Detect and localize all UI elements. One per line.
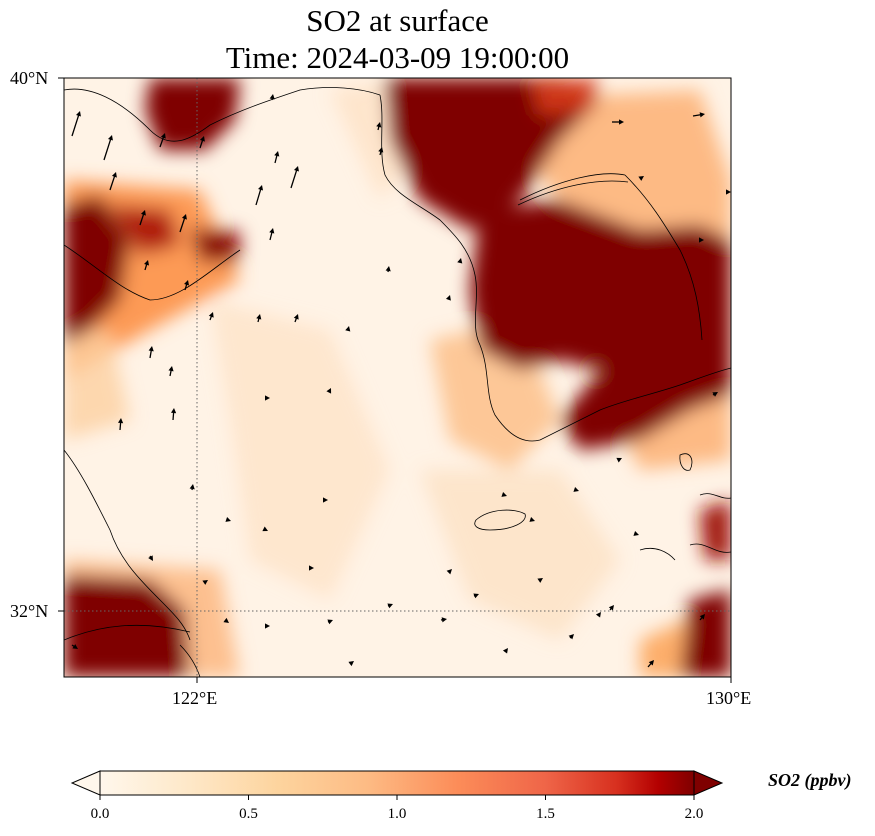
wind-arrow xyxy=(179,216,186,233)
map-title-line-1: SO2 at surface xyxy=(306,3,489,38)
wind-arrow-head xyxy=(265,623,270,629)
wind-arrow-head xyxy=(712,392,718,397)
wind-arrow-head xyxy=(184,280,190,286)
wind-arrow-head xyxy=(376,122,382,128)
wind-arrow-head xyxy=(107,135,113,141)
colorbar-extend-high xyxy=(693,770,724,796)
wind-arrow-head xyxy=(619,119,624,125)
wind-arrow-head xyxy=(262,526,268,532)
lon-tick-label-130: 130°E xyxy=(706,688,752,708)
wind-arrow-head xyxy=(387,603,393,609)
wind-arrow-head xyxy=(608,605,614,611)
wind-arrow-head xyxy=(529,516,535,522)
lat-tick-label-32: 32°N xyxy=(10,601,49,621)
colorbar-tick-label: 1.0 xyxy=(387,806,407,822)
wind-arrow-head xyxy=(72,644,78,649)
wind-arrow-head xyxy=(501,491,507,497)
wind-arrow-head xyxy=(148,346,154,352)
wind-arrow-head xyxy=(148,555,153,561)
wind-arrow-head xyxy=(699,112,705,118)
colorbar-tick-label: 0.5 xyxy=(239,806,258,822)
wind-arrow-head xyxy=(160,133,166,139)
wind-arrow xyxy=(71,113,80,137)
colorbar-label: SO2 (ppbv) xyxy=(768,770,852,790)
wind-arrow-head xyxy=(699,237,704,243)
wind-arrow-head xyxy=(140,210,146,216)
wind-arrow-head xyxy=(595,612,601,618)
wind-arrow-head xyxy=(269,94,275,100)
wind-arrow-head xyxy=(616,457,622,463)
wind-arrow-head xyxy=(293,314,299,320)
wind-arrow-head xyxy=(323,497,328,503)
wind-arrow-head xyxy=(117,418,124,424)
wind-arrow-head xyxy=(223,617,229,623)
wind-arrow-head xyxy=(208,312,214,318)
wind-arrow-head xyxy=(75,111,81,117)
gridlines xyxy=(64,78,731,677)
wind-arrow-head xyxy=(345,326,351,332)
wind-arrow-head xyxy=(568,634,574,640)
wind-arrow-head xyxy=(348,661,354,667)
wind-arrow-head xyxy=(537,578,543,583)
wind-arrow-head xyxy=(274,151,280,157)
wind-arrow-head xyxy=(441,617,447,623)
wind-arrow-head xyxy=(445,295,451,301)
wind-arrow-head xyxy=(189,484,195,490)
map-title-line-2: Time: 2024-03-09 19:00:00 xyxy=(225,40,570,75)
wind-arrow-head xyxy=(378,147,384,153)
wind-arrow-head xyxy=(144,260,150,266)
wind-arrow-head xyxy=(111,172,117,178)
wind-arrow-head xyxy=(326,388,332,394)
wind-arrow-head xyxy=(225,516,231,522)
wind-arrow-head xyxy=(256,314,262,320)
wind-arrow-head xyxy=(327,619,333,625)
colorbar-gradient xyxy=(99,770,695,796)
wind-arrow-head xyxy=(269,228,275,234)
wind-arrow-head xyxy=(473,593,479,599)
colorbar-tick-label: 2.0 xyxy=(684,806,704,822)
wind-arrow-head xyxy=(726,189,731,195)
wind-vectors xyxy=(71,94,731,668)
wind-arrow-head xyxy=(385,266,391,272)
wind-arrow-head xyxy=(573,486,579,492)
wind-arrow-head xyxy=(633,530,639,536)
wind-arrow-head xyxy=(170,408,177,414)
wind-arrow-head xyxy=(294,166,299,172)
wind-arrow-head xyxy=(638,176,644,181)
wind-arrow-head xyxy=(199,136,205,142)
colorbar-tick-label: 1.5 xyxy=(536,806,555,822)
wind-arrow-head xyxy=(181,214,187,220)
wind-arrow-head xyxy=(446,569,452,575)
colorbar-ticks xyxy=(99,795,695,800)
axis-ticks xyxy=(58,77,732,683)
wind-arrow-head xyxy=(309,565,314,571)
wind-arrow-head xyxy=(202,580,208,585)
wind-arrow-head xyxy=(168,366,174,372)
wind-arrow-head xyxy=(648,660,654,666)
wind-arrow-head xyxy=(457,258,463,264)
wind-arrow xyxy=(255,187,262,206)
so2-concentration-field xyxy=(64,78,731,677)
colorbar-tick-label: 0.0 xyxy=(90,806,110,822)
lat-tick-label-40: 40°N xyxy=(10,68,49,88)
colorbar-extend-low xyxy=(70,770,101,796)
wind-arrow-head xyxy=(265,395,270,401)
lon-tick-label-122: 122°E xyxy=(172,688,218,708)
wind-arrow-head xyxy=(699,614,705,620)
coastlines xyxy=(64,87,731,677)
wind-arrow xyxy=(139,212,145,226)
wind-arrow xyxy=(103,137,112,161)
wind-arrow xyxy=(290,168,298,189)
wind-arrow-head xyxy=(502,648,508,654)
wind-arrow-head xyxy=(258,185,264,191)
map-frame xyxy=(63,77,732,678)
wind-arrow xyxy=(109,174,116,191)
map-field xyxy=(64,78,731,677)
